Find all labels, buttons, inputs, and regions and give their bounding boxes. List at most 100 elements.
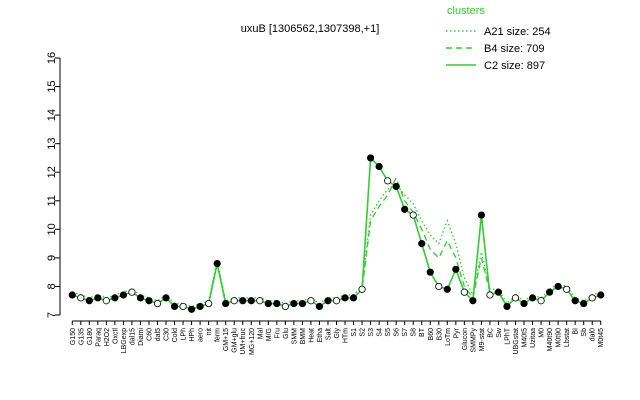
x-tick-label: dal15 [129,328,136,345]
legend-label: B4 size: 709 [484,43,545,55]
x-tick-label: Oxctl [112,328,119,344]
x-tick-label: HTm [343,328,350,343]
x-tick-label: C30 [164,328,171,341]
x-tick-label: Cold [172,328,179,343]
y-tick-label: 16 [46,52,58,64]
data-point [537,297,545,305]
legend-title: clusters [447,5,485,17]
x-tick-label: Mal [257,328,264,340]
data-point [358,285,366,293]
data-point [571,297,579,305]
data-point [443,285,451,293]
data-point [324,297,332,305]
data-point [384,177,392,185]
data-point [520,299,528,308]
data-point [401,205,409,213]
data-point [588,294,596,302]
x-tick-label: S1 [351,328,358,337]
data-point [435,282,443,291]
data-point [298,299,307,308]
x-tick-label: M9-stat [479,328,486,351]
x-tick-label: Lbstat [564,328,571,347]
legend-label: C2 size: 897 [484,60,545,72]
x-tick-label: nit [206,328,213,335]
x-tick-label: Salt [325,328,332,340]
y-tick-label: 13 [46,138,58,150]
data-point [554,282,562,291]
data-point [111,294,119,302]
x-tick-label: B30 [436,328,443,341]
x-tick-label: Pyr [453,327,460,338]
x-tick-label: G150 [70,328,77,345]
x-tick-label: S2 [360,328,367,337]
x-tick-label: Etha [317,328,324,343]
x-tick-label: M0t90 [556,328,563,348]
data-point [477,211,486,219]
y-tick-label: 12 [46,166,58,178]
data-point [230,297,238,305]
x-tick-label: GM+15 [223,328,230,351]
x-tick-label: Paraq [95,328,102,347]
x-tick-label: S7 [402,328,409,337]
data-point [452,265,460,273]
data-point [153,299,162,308]
data-point [102,297,110,305]
x-tick-label: BI [573,328,580,335]
data-point [511,294,520,302]
data-point [247,297,255,305]
series-line [72,182,601,308]
y-tick-label: 9 [46,255,58,261]
x-tick-label: Uzitaa [530,328,537,348]
data-point [409,211,417,219]
data-point [597,291,605,299]
x-tick-label: UM+fruc [240,328,247,355]
data-point [187,305,196,313]
x-tick-label: S3 [368,328,375,337]
data-point [580,299,588,308]
x-tick-label: LoTm [445,328,452,346]
data-point [426,268,434,276]
data-point [341,294,349,302]
x-tick-label: S5 [385,328,392,337]
data-point [392,182,400,191]
x-tick-label: S6 [394,328,401,337]
x-tick-label: HPh [189,328,196,342]
data-point [469,297,477,305]
data-point [179,302,187,311]
x-tick-label: aero [198,328,205,342]
x-tick-label: Glucon [462,328,469,350]
data-point [375,162,383,171]
data-point [494,288,503,296]
data-point [94,294,102,302]
y-tick-label: 11 [46,195,58,206]
x-tick-label: ferm [215,328,222,342]
data-point [213,259,221,268]
data-point [528,294,537,302]
x-tick-label: UBGstat [513,328,520,355]
data-point [256,297,264,305]
y-tick-label: 15 [46,80,58,92]
data-point [366,154,375,162]
x-tick-label: S4 [377,328,384,337]
x-tick-label: dal5 [155,328,162,341]
data-point [281,302,289,311]
data-point [239,297,247,305]
data-point [85,297,93,305]
x-tick-label: C60 [146,328,153,341]
y-tick-label: 10 [46,223,58,235]
data-point [460,288,468,296]
data-point [332,297,341,305]
x-tick-label: M0 [539,328,546,338]
y-tick-label: 14 [46,109,58,121]
y-tick-label: 7 [46,312,58,318]
x-tick-label: MG+120 [249,328,256,355]
x-tick-label: BT [419,327,426,337]
x-tick-label: Glu [283,328,290,339]
x-tick-label: M40t5 [522,328,529,348]
data-point [145,297,153,305]
data-point [136,294,145,302]
data-point [77,294,85,302]
series-line [72,176,601,310]
x-tick-label: Heat [308,328,315,343]
